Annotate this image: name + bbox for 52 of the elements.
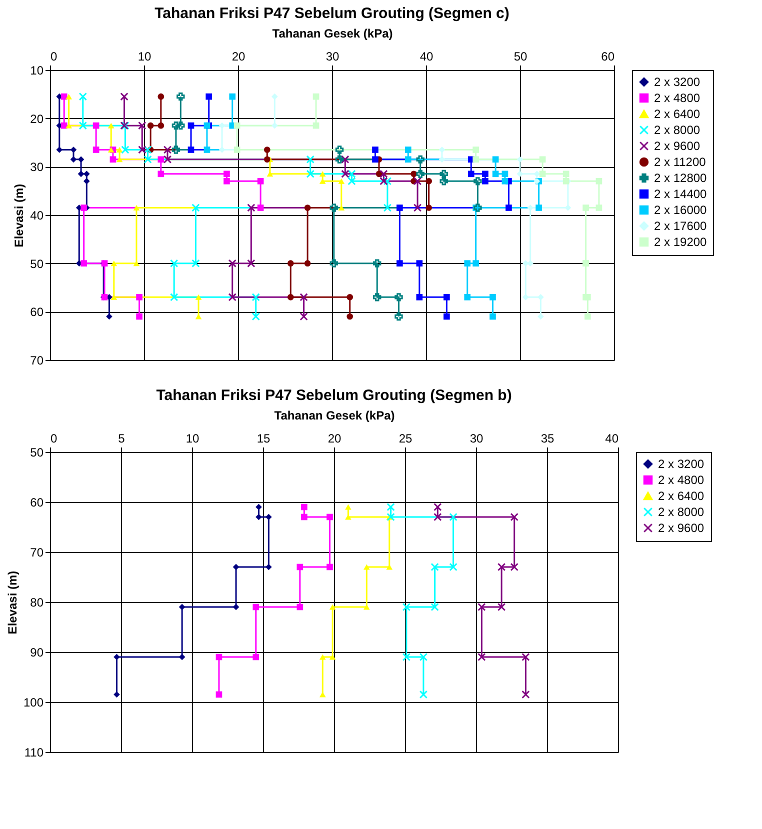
x-axis-title: Tahanan Gesek (kPa)	[274, 408, 395, 422]
y-axis-title: Elevasi (m)	[12, 184, 26, 248]
x-tick-label: 0	[50, 432, 58, 446]
legend-label: 2 x 19200	[654, 235, 708, 249]
y-axis-title: Elevasi (m)	[5, 570, 20, 634]
x-axis-title: Tahanan Gesek (kPa)	[272, 26, 393, 40]
x-tick-label: 10	[186, 432, 200, 446]
legend-label: 2 x 3200	[654, 75, 700, 89]
x-tick-label: 15	[256, 432, 270, 446]
x-tick-label: 20	[328, 432, 342, 446]
legend-label: 2 x 16000	[654, 203, 708, 217]
legend-label: 2 x 3200	[658, 457, 704, 471]
x-tick-label: 40	[420, 50, 434, 64]
y-tick-label: 90	[30, 646, 44, 660]
legend-label: 2 x 9600	[654, 139, 700, 153]
x-tick-label: 30	[470, 432, 484, 446]
x-tick-label: 10	[138, 50, 152, 64]
legend-label: 2 x 14400	[654, 187, 708, 201]
legend-label: 2 x 12800	[654, 171, 708, 185]
legend-label: 2 x 4800	[654, 91, 700, 105]
y-tick-label: 50	[30, 446, 44, 460]
legend-label: 2 x 6400	[654, 107, 700, 121]
y-tick-label: 80	[30, 596, 44, 610]
legend-label: 2 x 11200	[654, 155, 706, 169]
x-tick-label: 25	[398, 432, 412, 446]
legend-label: 2 x 9600	[658, 521, 704, 535]
x-tick-label: 35	[540, 432, 554, 446]
legend-label: 2 x 4800	[658, 473, 704, 487]
legend-label: 2 x 8000	[658, 505, 704, 519]
y-tick-label: 10	[30, 64, 44, 78]
y-tick-label: 20	[30, 112, 44, 126]
x-tick-label: 20	[232, 50, 246, 64]
y-tick-label: 60	[30, 305, 44, 320]
y-tick-label: 100	[23, 696, 44, 710]
x-tick-label: 0	[50, 50, 58, 64]
legend-label: 2 x 17600	[654, 219, 708, 233]
y-tick-label: 70	[30, 354, 44, 368]
chart-title: Tahanan Friksi P47 Sebelum Grouting (Segmen c)	[154, 5, 510, 22]
x-tick-label: 60	[601, 50, 615, 64]
y-tick-label: 110	[24, 746, 44, 760]
y-tick-label: 30	[30, 160, 44, 174]
y-tick-label: 50	[30, 256, 44, 271]
x-tick-label: 5	[118, 432, 126, 446]
y-tick-label: 60	[30, 496, 44, 510]
x-tick-label: 50	[514, 50, 528, 64]
legend-label: 2 x 6400	[658, 489, 704, 503]
chart-title: Tahanan Friksi P47 Sebelum Grouting (Segmen b)	[156, 387, 512, 404]
legend-label: 2 x 8000	[654, 123, 700, 137]
y-tick-label: 40	[30, 208, 44, 222]
x-tick-label: 40	[605, 432, 619, 446]
x-tick-label: 30	[326, 50, 340, 64]
y-tick-label: 70	[30, 546, 44, 560]
